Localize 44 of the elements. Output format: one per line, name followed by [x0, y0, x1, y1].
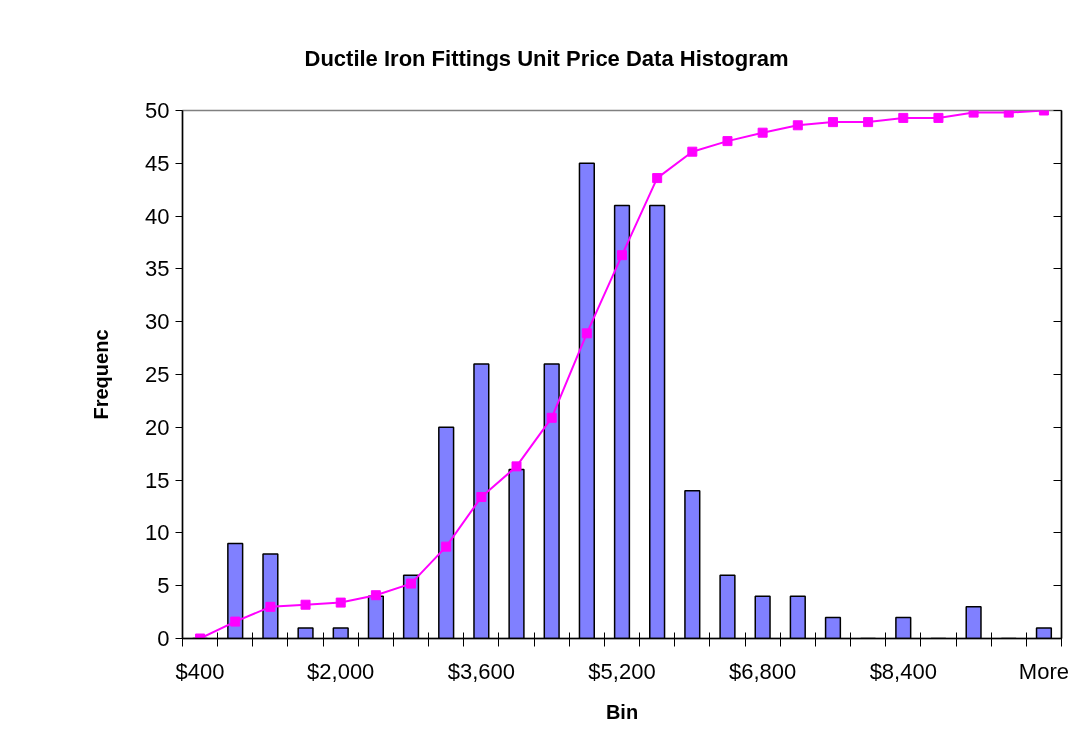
point: [687, 146, 698, 157]
y-tick-label: 0: [157, 626, 170, 651]
point: [652, 173, 663, 184]
point: [406, 578, 417, 589]
y-tick-label: 35: [145, 256, 170, 282]
y-tick-label: 20: [145, 414, 170, 440]
x-tick-label: More: [1018, 658, 1069, 684]
y-tick-label: 15: [145, 467, 170, 493]
y-tick-label: 10: [145, 520, 170, 546]
point: [1003, 110, 1014, 118]
y-tick-label: 40: [145, 203, 170, 229]
point: [581, 328, 592, 339]
y-tick-label: 5: [157, 573, 170, 599]
x-tick-label: $400: [175, 658, 225, 684]
point: [511, 461, 522, 472]
x-tick-label: $5,200: [588, 658, 656, 684]
point: [757, 127, 768, 138]
chart-title: Ductile Iron Fittings Unit Price Data Histogram: [304, 45, 789, 71]
y-axis-title: Frequenc: [90, 329, 113, 420]
point: [546, 412, 557, 423]
y-tick-label: 30: [145, 309, 170, 335]
y-tick-label: 50: [145, 98, 170, 123]
point: [335, 597, 346, 608]
y-tick-label: 25: [145, 362, 170, 387]
point: [617, 250, 627, 261]
y-tick-label: 45: [145, 150, 170, 176]
point: [863, 117, 874, 128]
point: [230, 616, 241, 627]
point: [476, 492, 487, 502]
point: [827, 117, 838, 128]
point: [370, 590, 381, 601]
x-axis-title: Bin: [605, 700, 639, 723]
point: [265, 601, 276, 612]
x-tick-label: $3,600: [447, 658, 516, 684]
point: [300, 599, 311, 610]
x-tick-label: $2,000: [307, 658, 375, 684]
x-tick-label: $8,400: [869, 658, 937, 684]
point: [441, 541, 452, 552]
point: [933, 112, 944, 123]
point: [722, 136, 733, 147]
x-tick-label: $6,800: [729, 658, 797, 684]
point: [792, 120, 803, 131]
point: [898, 112, 909, 123]
point: [968, 110, 979, 118]
